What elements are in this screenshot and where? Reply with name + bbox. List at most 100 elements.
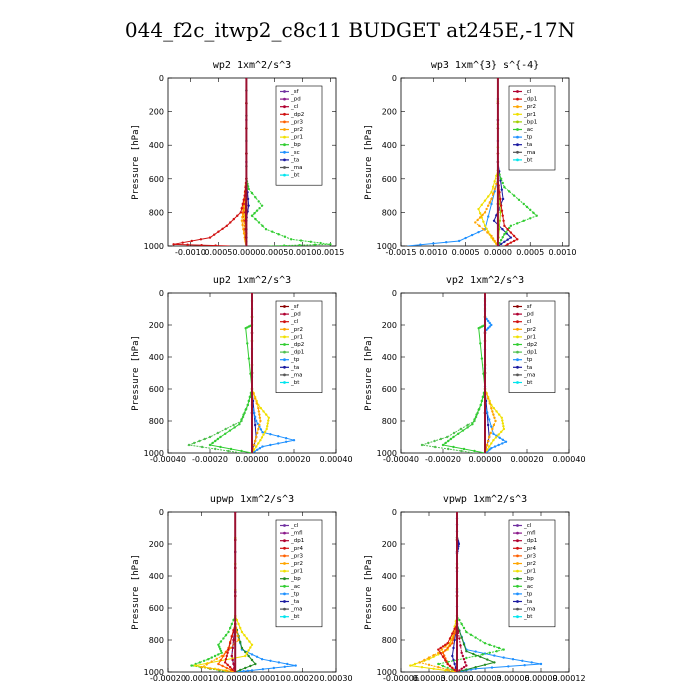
legend-marker: [283, 577, 286, 581]
series-point: [478, 212, 482, 215]
series-point: [239, 668, 242, 672]
panel-2: up2 1xm^2/s^3 Pressure [hPa] 0 200 400 600 800…: [131, 275, 353, 464]
series-point: [229, 447, 233, 451]
legend-marker: [283, 97, 286, 101]
series-point: [483, 642, 487, 645]
series-point: [498, 219, 502, 222]
legend-marker: [283, 112, 286, 116]
series-point: [506, 238, 509, 241]
series-point: [492, 413, 495, 416]
y-tick-label: 400: [149, 141, 164, 150]
series-point: [252, 411, 256, 415]
series-point: [187, 443, 191, 447]
series-point: [529, 208, 532, 212]
series-point: [466, 423, 469, 427]
series-point: [259, 439, 262, 442]
series-point: [225, 654, 228, 658]
series-point: [250, 669, 254, 672]
legend-entry: _ta: [290, 599, 299, 605]
series-point: [503, 186, 506, 189]
series-point: [539, 662, 543, 666]
panel-3: vp2 1xm^2/s^3 Pressure [hPa] 0 200 400 600 800…: [364, 275, 586, 464]
series-point: [503, 224, 506, 228]
legend-marker: [516, 381, 519, 384]
legend-marker: [283, 312, 286, 316]
series-point: [444, 441, 447, 445]
legend-marker: [283, 305, 286, 308]
legend-marker: [283, 592, 286, 596]
series-point: [499, 197, 502, 201]
series-point: [200, 243, 203, 246]
series-point: [258, 207, 261, 210]
series-point: [495, 650, 498, 653]
series-point: [472, 652, 475, 656]
series-point: [465, 664, 468, 667]
series-point: [451, 642, 454, 645]
series-point: [479, 403, 482, 407]
legend-marker: [283, 327, 286, 331]
series-point: [482, 220, 485, 223]
series-point: [490, 202, 493, 206]
y-tick-label: 1000: [144, 668, 164, 677]
series-point: [266, 422, 269, 425]
y-tick-label: 200: [149, 540, 164, 549]
series-point: [503, 233, 506, 236]
legend-entry: _cl: [523, 523, 532, 529]
series-point: [247, 649, 250, 652]
series-point: [258, 413, 261, 416]
legend-marker: [283, 128, 286, 131]
series-point: [525, 205, 529, 209]
series-point: [495, 214, 498, 217]
series-point: [501, 197, 505, 201]
series-point: [246, 669, 249, 672]
series-line-pr3: [442, 512, 458, 672]
panel-1: wp3 1xm^{3} s^{-4} Pressure [hPa] 0 200 400 6…: [364, 60, 577, 257]
series-point: [228, 429, 232, 432]
series-point: [231, 668, 234, 671]
series-point: [242, 670, 245, 672]
series-point: [500, 209, 504, 212]
series-point: [242, 207, 245, 210]
panel-4: upwp 1xm^2/s^3 Pressure [hPa] 0 200 400 600 80…: [131, 494, 353, 683]
series-point: [260, 436, 264, 439]
x-tick-label: 0.0005: [452, 248, 480, 257]
series-point: [241, 223, 244, 227]
series-point: [250, 658, 254, 662]
series-line-bp: [234, 512, 257, 672]
legend-marker: [283, 335, 286, 339]
series-point: [500, 416, 503, 419]
legend-entry: _cl: [290, 523, 299, 529]
series-point: [448, 664, 452, 668]
series-point: [452, 431, 456, 435]
legend: _cl _dp1_pr2 _pr1_bp1 _ac _tp_ta _ma_bt: [508, 85, 556, 171]
series-point: [298, 243, 301, 246]
series-point: [190, 239, 193, 243]
legend-marker: [283, 158, 286, 162]
series-point: [504, 440, 508, 443]
panel-title: up2 1xm^2/s^3: [213, 275, 291, 286]
series-point: [247, 654, 250, 658]
series-point: [199, 238, 203, 241]
series-point: [258, 423, 261, 427]
legend: _sf _pd_cl _pr2_pr1 _dp2 _dp1_tp _ta_ma _bt: [508, 300, 556, 393]
legend-entry: _pr3: [523, 553, 537, 559]
x-tick-label: 0.00003: [412, 674, 445, 683]
series-point: [242, 413, 245, 416]
series-point: [474, 221, 477, 224]
series-point: [257, 407, 260, 410]
series-point: [502, 427, 506, 431]
series-point: [250, 643, 254, 646]
series-point: [226, 651, 229, 654]
series-point: [213, 233, 216, 236]
series-point: [232, 423, 235, 427]
series-point: [460, 667, 463, 670]
series-point: [451, 666, 454, 670]
series-point: [523, 664, 526, 667]
series-point: [462, 643, 466, 646]
series-point: [490, 666, 494, 669]
y-tick-label: 800: [382, 636, 397, 645]
series-point: [493, 654, 496, 657]
legend-entry: _ma: [523, 372, 535, 378]
series-point: [464, 236, 467, 240]
